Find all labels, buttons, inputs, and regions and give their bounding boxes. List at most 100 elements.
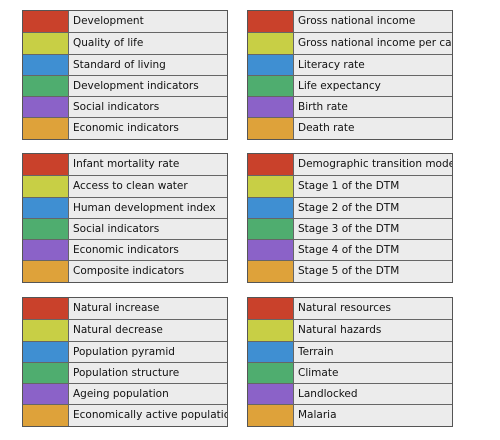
term-label: Stage 4 of the DTM (298, 244, 400, 257)
term-label: Access to clean water (73, 180, 188, 193)
term-label: Death rate (298, 122, 355, 135)
term-label: Terrain (298, 345, 334, 358)
term-label: Composite indicators (73, 265, 185, 278)
color-swatch (23, 33, 69, 54)
color-swatch (23, 341, 69, 362)
term-row: Population pyramid (23, 340, 227, 362)
term-row: Infant mortality rate (23, 154, 227, 176)
term-row: Malaria (248, 404, 452, 426)
color-swatch (23, 197, 69, 218)
term-row: Composite indicators (23, 260, 227, 282)
color-swatch (23, 75, 69, 97)
color-swatch (23, 240, 69, 261)
color-swatch (23, 176, 69, 197)
term-label: Quality of life (73, 37, 144, 50)
term-row: Human development index (23, 196, 227, 218)
color-swatch (248, 384, 294, 405)
color-swatch (248, 154, 294, 176)
term-label: Infant mortality rate (73, 158, 180, 170)
color-swatch (23, 54, 69, 75)
term-row: Stage 1 of the DTM (248, 175, 452, 197)
color-swatch (23, 118, 69, 139)
color-swatch (248, 197, 294, 218)
term-row: Natural resources (248, 298, 452, 320)
term-card: Natural resources Natural hazards Terrain C… (247, 297, 453, 427)
color-swatch (23, 218, 69, 240)
color-swatch (248, 75, 294, 97)
term-row: Life expectancy (248, 74, 452, 97)
color-swatch (248, 218, 294, 240)
term-label: Economic indicators (73, 244, 179, 257)
term-row: Natural increase (23, 298, 227, 320)
term-label: Stage 3 of the DTM (298, 222, 400, 235)
color-swatch (248, 261, 294, 282)
term-row: Economically active population (23, 404, 227, 426)
term-label: Development indicators (73, 79, 199, 92)
term-label: Social indicators (73, 101, 160, 114)
color-swatch (248, 362, 294, 384)
term-card: Infant mortality rate Access to clean wat… (22, 153, 228, 283)
term-label: Birth rate (298, 101, 348, 114)
term-label: Stage 5 of the DTM (298, 265, 400, 278)
color-swatch (248, 97, 294, 118)
term-label: Human development index (73, 201, 216, 214)
term-label: Gross national income (298, 15, 416, 27)
term-label: Life expectancy (298, 79, 381, 92)
color-swatch (23, 261, 69, 282)
term-row: Stage 5 of the DTM (248, 260, 452, 282)
term-row: Development indicators (23, 74, 227, 97)
term-row: Gross national income per capita (248, 32, 452, 54)
color-swatch (248, 54, 294, 75)
term-card: Gross national income Gross national inco… (247, 10, 453, 140)
term-row: Terrain (248, 340, 452, 362)
term-row: Stage 4 of the DTM (248, 239, 452, 261)
term-row: Demographic transition model (248, 154, 452, 176)
term-card: Demographic transition model Stage 1 of t… (247, 153, 453, 283)
color-swatch (23, 362, 69, 384)
term-label: Climate (298, 366, 339, 379)
term-label: Stage 2 of the DTM (298, 201, 400, 214)
color-swatch (248, 11, 294, 33)
color-swatch (248, 118, 294, 139)
term-row: Standard of living (23, 53, 227, 75)
term-row: Quality of life (23, 32, 227, 54)
term-row: Development (23, 11, 227, 33)
color-swatch (248, 320, 294, 341)
term-row: Stage 3 of the DTM (248, 217, 452, 240)
term-row: Gross national income (248, 11, 452, 33)
term-label: Natural increase (73, 302, 160, 314)
term-row: Economic indicators (23, 239, 227, 261)
term-row: Natural decrease (23, 319, 227, 341)
color-swatch (23, 405, 69, 426)
term-label: Population pyramid (73, 345, 175, 358)
term-row: Access to clean water (23, 175, 227, 197)
term-label: Economic indicators (73, 122, 179, 135)
term-row: Landlocked (248, 383, 452, 405)
term-label: Economically active population (73, 409, 227, 422)
color-swatch (23, 97, 69, 118)
term-label: Gross national income per capita (298, 37, 452, 50)
term-label: Natural resources (298, 302, 391, 314)
term-row: Population structure (23, 361, 227, 384)
term-row: Social indicators (23, 217, 227, 240)
term-row: Literacy rate (248, 53, 452, 75)
term-label: Malaria (298, 409, 337, 422)
term-row: Death rate (248, 117, 452, 139)
color-swatch (23, 298, 69, 320)
color-swatch (23, 11, 69, 33)
color-swatch (248, 176, 294, 197)
term-row: Birth rate (248, 96, 452, 118)
term-label: Landlocked (298, 388, 358, 401)
term-row: Climate (248, 361, 452, 384)
term-row: Stage 2 of the DTM (248, 196, 452, 218)
term-label: Social indicators (73, 222, 160, 235)
term-label: Stage 1 of the DTM (298, 180, 400, 193)
term-row: Natural hazards (248, 319, 452, 341)
color-swatch (248, 240, 294, 261)
term-label: Demographic transition model (298, 158, 452, 170)
term-label: Ageing population (73, 388, 169, 401)
color-swatch (248, 33, 294, 54)
term-label: Standard of living (73, 58, 166, 71)
term-row: Economic indicators (23, 117, 227, 139)
